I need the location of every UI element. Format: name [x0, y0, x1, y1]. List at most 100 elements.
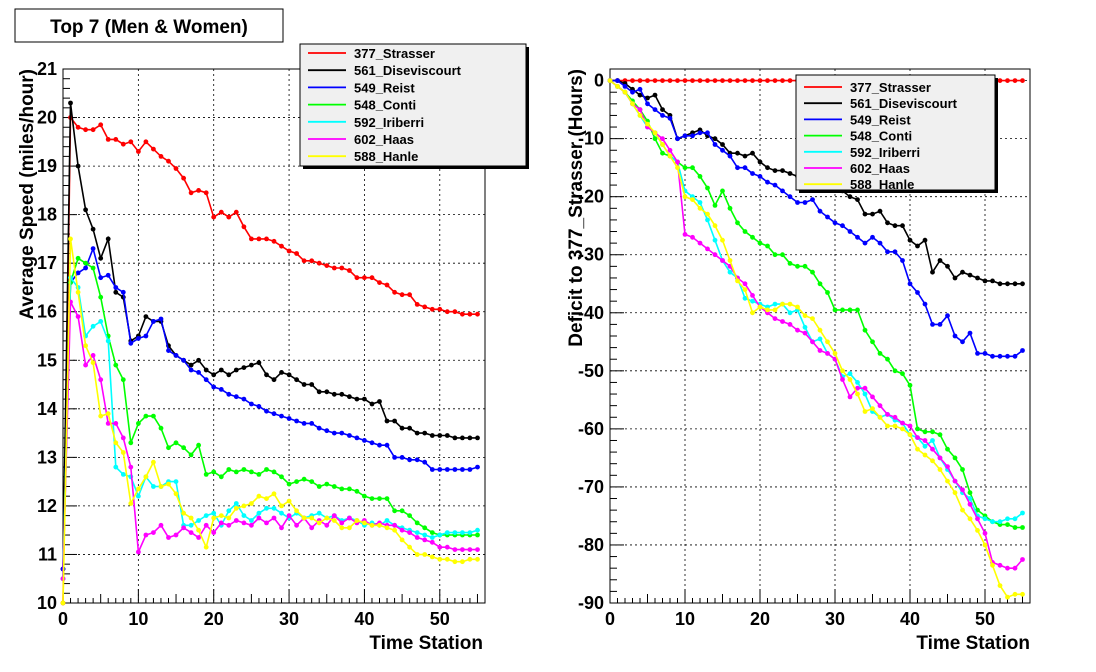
data-point	[316, 520, 322, 526]
data-point	[279, 525, 284, 531]
data-point	[742, 229, 748, 234]
data-point	[354, 488, 360, 494]
data-point	[377, 280, 382, 285]
data-point	[120, 435, 126, 441]
data-point	[997, 281, 1003, 287]
data-point	[331, 430, 337, 436]
data-point	[460, 547, 465, 552]
data-point	[907, 423, 913, 429]
data-point	[975, 516, 980, 522]
data-point	[324, 389, 330, 395]
data-point	[173, 440, 179, 446]
legend-entry: 602_Haas	[850, 161, 910, 176]
data-point	[645, 121, 650, 127]
data-point	[720, 237, 725, 243]
data-point	[675, 159, 680, 165]
data-point	[937, 455, 943, 461]
data-point	[151, 319, 156, 324]
data-point	[937, 258, 943, 263]
data-point	[795, 327, 800, 333]
data-point	[324, 522, 330, 528]
data-point	[422, 430, 428, 436]
data-point	[286, 416, 292, 421]
data-point	[787, 194, 793, 200]
data-point	[757, 240, 763, 246]
data-point	[870, 394, 875, 400]
data-point	[900, 426, 905, 432]
x-tick-label: 40	[354, 609, 374, 629]
data-point	[720, 188, 725, 194]
data-point	[181, 525, 187, 531]
data-point	[444, 544, 450, 550]
data-point	[279, 474, 284, 480]
data-point	[105, 421, 111, 426]
data-point	[997, 583, 1003, 588]
data-point	[437, 544, 443, 550]
data-point	[900, 371, 905, 377]
data-point	[429, 554, 435, 560]
data-point	[982, 530, 988, 536]
data-point	[181, 445, 187, 451]
data-point	[384, 496, 390, 501]
data-point	[870, 211, 875, 217]
data-point	[203, 544, 209, 550]
data-point	[855, 380, 860, 385]
data-point	[810, 197, 815, 203]
data-point	[151, 146, 156, 152]
data-point	[173, 479, 179, 484]
data-point	[98, 413, 104, 419]
data-point	[354, 518, 360, 523]
data-point	[392, 527, 397, 533]
data-point	[982, 278, 988, 284]
data-point	[339, 391, 345, 397]
data-point	[264, 408, 269, 414]
data-point	[90, 360, 96, 366]
data-point	[802, 330, 808, 336]
data-point	[467, 311, 473, 317]
data-point	[136, 149, 141, 154]
data-point	[712, 237, 718, 243]
data-point	[369, 401, 375, 407]
y-tick-label: 14	[37, 399, 57, 419]
data-point	[120, 289, 126, 295]
data-point	[83, 127, 88, 133]
data-point	[407, 530, 412, 535]
data-point	[256, 360, 262, 366]
data-point	[1005, 516, 1010, 522]
data-point	[772, 252, 778, 258]
data-point	[772, 316, 778, 321]
deficit-chart: 0 10 20 30 40 50 0 -10 -20 -30 -40 -50 -60 -70 -80 -90 T…	[566, 68, 1031, 654]
data-point	[316, 484, 322, 489]
data-point	[877, 208, 883, 214]
data-point	[437, 467, 443, 472]
data-point	[407, 457, 412, 463]
data-point	[930, 322, 935, 327]
data-point	[399, 537, 405, 543]
data-point	[765, 307, 770, 313]
data-point	[675, 165, 680, 171]
data-point	[309, 382, 315, 387]
data-point	[339, 265, 345, 271]
data-point	[120, 450, 126, 455]
data-point	[196, 518, 202, 523]
data-point	[196, 535, 202, 540]
data-point	[241, 513, 247, 518]
data-point	[787, 322, 793, 327]
data-point	[847, 394, 853, 400]
data-point	[203, 377, 209, 383]
data-point	[414, 530, 420, 535]
x-tick-label: 50	[430, 609, 450, 629]
data-point	[211, 372, 217, 378]
data-point	[667, 78, 673, 83]
data-point	[105, 137, 111, 142]
y-axis-label: Deficit to 377_Strasser (Hours)	[566, 69, 587, 347]
data-point	[705, 130, 710, 136]
data-point	[645, 78, 650, 83]
data-point	[952, 455, 958, 461]
data-point	[975, 275, 980, 281]
y-tick-label: 18	[37, 205, 57, 225]
data-point	[652, 136, 658, 142]
data-point	[241, 520, 247, 526]
x-axis-label: Time Station	[916, 633, 1030, 654]
data-point	[452, 435, 458, 441]
